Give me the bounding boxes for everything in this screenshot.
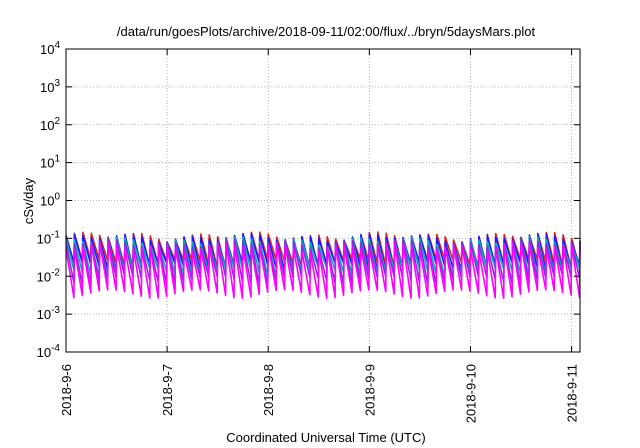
y-tick-label: 10-4 [37,343,61,360]
y-tick-label: 102 [40,116,60,133]
y-tick-label: 101 [40,154,60,171]
y-tick-label: 103 [40,78,60,95]
x-tick-label: 2018-9-8 [261,364,276,416]
y-tick-label: 10-1 [37,229,61,246]
x-axis-label: Coordinated Universal Time (UTC) [226,430,425,445]
series-line [65,241,581,300]
plot-frame [65,48,581,353]
x-axis: 2018-9-6 2018-9-7 2018-9-8 2018-9-9 2018-9-1… [59,49,580,423]
y-tick-label: 10-2 [37,267,61,284]
chart-title: /data/run/goesPlots/archive/2018-09-11/0… [117,24,536,39]
x-tick-label: 2018-9-10 [463,364,478,423]
x-tick-label: 2018-9-9 [362,364,377,416]
y-tick-label: 10-3 [37,305,61,322]
x-tick-label: 2018-9-6 [59,364,74,416]
y-axis: 10-4 10-3 10-2 10-1 100 101 102 103 104 [37,40,580,360]
y-tick-label: 100 [40,192,60,209]
series-group [65,231,581,300]
x-tick-label: 2018-9-11 [565,364,580,422]
y-axis-label: cSv/day [21,177,36,224]
x-tick-label: 2018-9-7 [160,364,175,416]
y-tick-label: 104 [40,40,60,57]
grid [66,49,580,352]
